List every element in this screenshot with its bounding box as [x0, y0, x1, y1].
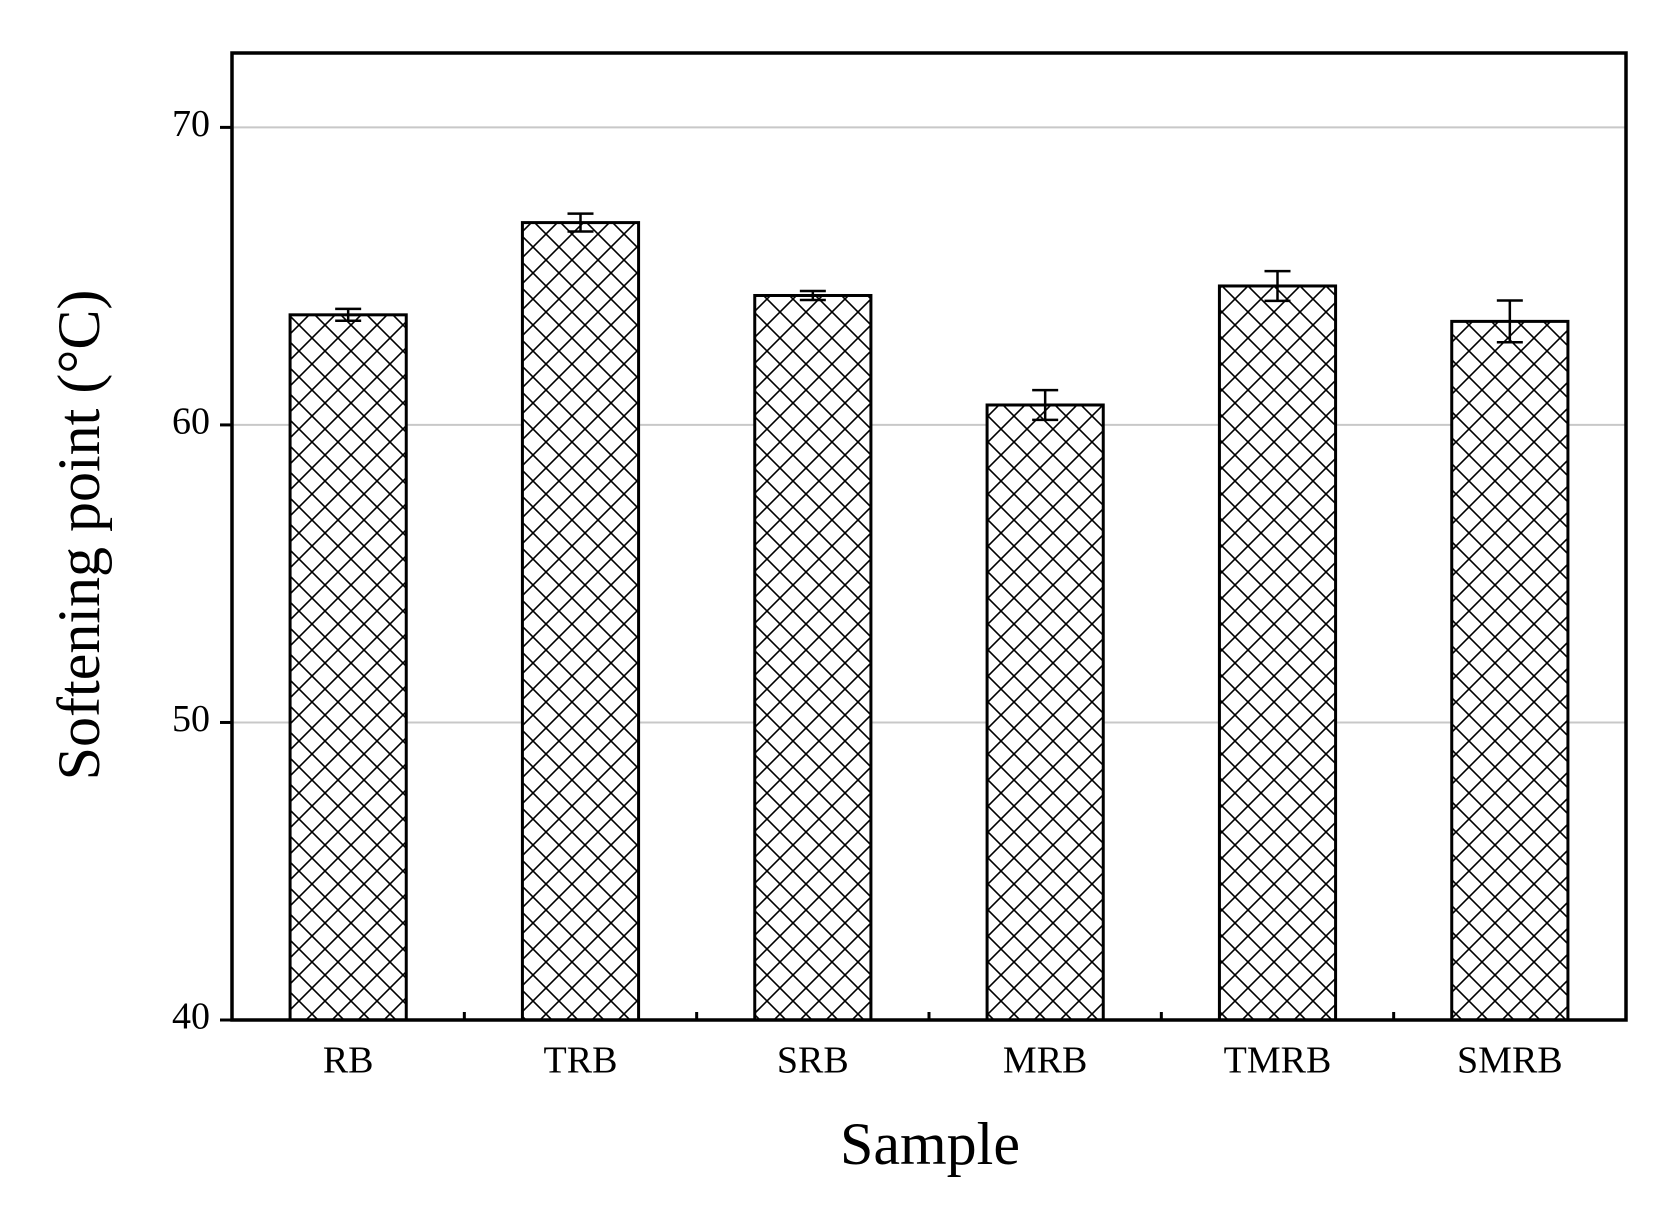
- x-tick-label: SMRB: [1457, 1040, 1563, 1082]
- x-tick-label: TRB: [544, 1040, 618, 1082]
- x-tick-label: RB: [323, 1040, 374, 1082]
- bar: [520, 221, 641, 1022]
- x-tick-label: SRB: [777, 1040, 849, 1082]
- bar: [985, 403, 1105, 1022]
- bar: [288, 313, 408, 1022]
- y-tick-label: 50: [172, 698, 210, 740]
- y-tick-label: 40: [172, 996, 210, 1038]
- y-axis-title: Softening point (°C): [46, 290, 112, 781]
- y-tick-label: 60: [172, 401, 210, 443]
- x-axis-title: Sample: [840, 1111, 1020, 1177]
- plot-frame: [230, 51, 1628, 1022]
- bar: [1450, 319, 1570, 1022]
- x-tick-label: TMRB: [1224, 1040, 1332, 1082]
- x-tick-label: MRB: [1003, 1040, 1087, 1082]
- bar: [753, 293, 873, 1022]
- y-tick-label: 70: [172, 103, 210, 145]
- bar: [1217, 284, 1338, 1022]
